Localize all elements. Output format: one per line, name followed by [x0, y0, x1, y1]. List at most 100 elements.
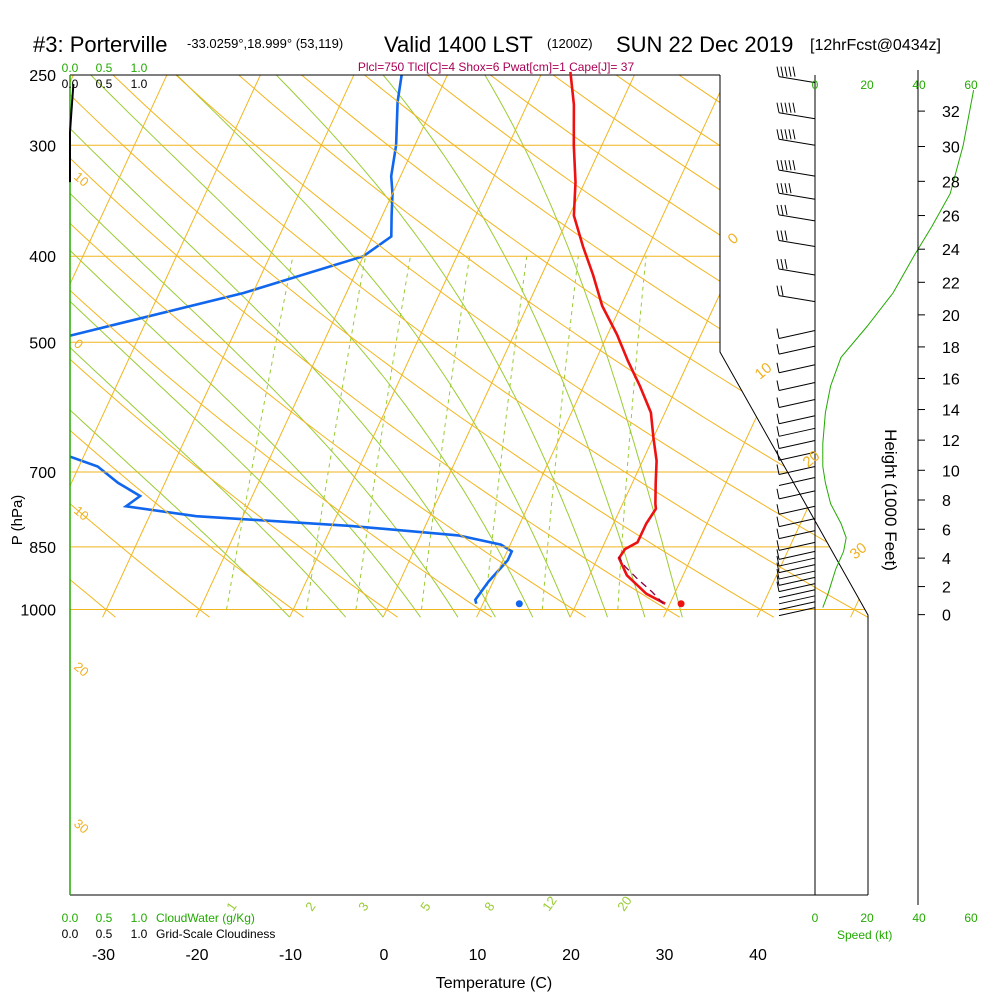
parcel-line — [618, 556, 664, 605]
wind-barb-flag — [776, 438, 780, 449]
wind-barb — [776, 488, 816, 500]
wind-barb-flag — [776, 562, 780, 573]
speed-tick-bottom: 60 — [964, 911, 978, 925]
wind-barb-flag — [776, 344, 780, 355]
wind-barb-staff — [778, 564, 816, 574]
wind-barb-flag — [784, 258, 788, 270]
mixing-ratio-label: 5 — [417, 899, 433, 914]
wind-barb — [776, 540, 816, 551]
temperature-surface-point — [677, 600, 685, 608]
wind-barb-flag — [780, 230, 784, 241]
cloudwater-tick-top: 0.5 — [96, 61, 113, 75]
wind-barb-flag — [776, 549, 780, 560]
moist-adiabat-line — [70, 249, 421, 618]
height-tick-label: 4 — [942, 551, 951, 568]
dry-adiabat-line — [469, 75, 868, 618]
wind-barb-flag — [784, 160, 788, 171]
wind-barb-flag — [784, 66, 788, 77]
wind-barb-staff — [778, 465, 816, 475]
wind-barb-staff — [778, 576, 816, 586]
height-tick-label: 32 — [942, 104, 960, 121]
isotherm-line — [195, 75, 456, 618]
moist-adiabat-line — [70, 409, 290, 618]
wind-barb-flag — [788, 66, 792, 77]
wind-barb-flag — [776, 504, 780, 515]
x-tick-label: -30 — [92, 947, 115, 964]
cloudiness-line — [69, 84, 75, 183]
wind-barb-flag — [784, 129, 788, 140]
wind-barb-staff — [778, 76, 816, 84]
dry-adiabat-line — [70, 75, 492, 618]
mixing-ratio-line — [421, 256, 471, 610]
wind-barb-flag — [776, 540, 780, 551]
dry-adiabat-line — [531, 75, 868, 618]
cloudwater-title: CloudWater (g/Kg) — [156, 911, 255, 925]
isotherm-label: 20 — [800, 447, 824, 471]
wind-barb-staff — [778, 214, 816, 222]
isotherm-line — [289, 75, 549, 618]
wind-barb-flag — [776, 328, 780, 339]
wind-barb-flag — [780, 66, 784, 77]
mixing-ratio-label: 12 — [539, 893, 560, 913]
y-tick-label: 500 — [29, 335, 56, 352]
wind-barb-flag — [776, 362, 780, 373]
speed-axis-title: Speed (kt) — [837, 928, 892, 942]
wind-barb-staff — [778, 589, 816, 599]
wind-barb-flag — [792, 129, 796, 140]
wind-barb-staff — [778, 427, 816, 437]
cloudwater-tick-top: 0.0 — [62, 61, 79, 75]
wind-barb-flag — [780, 204, 784, 216]
x-tick-label: 30 — [656, 947, 674, 964]
wind-barb-flag — [776, 555, 780, 567]
wind-barb — [778, 589, 816, 599]
dry-adiabat-label: 30 — [71, 816, 92, 837]
wind-barb — [776, 562, 816, 574]
wind-barb-flag — [788, 129, 792, 140]
y-tick-label: 250 — [29, 68, 56, 85]
wind-barb-flag — [784, 183, 788, 194]
dry-adiabat-line — [70, 75, 210, 618]
wind-barb-flag — [776, 129, 780, 140]
wind-barb-flag — [776, 160, 780, 171]
wind-barb — [776, 129, 816, 146]
isotherm-line — [382, 75, 643, 618]
wind-barb-flag — [776, 183, 780, 194]
moist-adiabat-line — [382, 75, 646, 618]
wind-barb — [776, 66, 816, 84]
dry-adiabat-line — [96, 75, 868, 618]
wind-barb-flag — [784, 102, 788, 113]
header-valid: Valid 1400 LST — [384, 32, 533, 57]
isotherm-line — [70, 75, 269, 618]
dry-adiabat-line — [344, 75, 868, 618]
height-tick-label: 14 — [942, 403, 960, 420]
wind-barb — [776, 328, 816, 340]
wind-barb — [776, 397, 816, 408]
wind-barb — [776, 549, 816, 560]
x-tick-label: 10 — [469, 947, 487, 964]
wind-barb-flag — [776, 426, 780, 437]
dry-adiabat-line — [70, 75, 304, 618]
wind-barb-staff — [778, 550, 816, 560]
moist-adiabat-line — [275, 75, 608, 618]
wind-barb — [776, 413, 816, 425]
wind-barb-staff — [778, 345, 816, 355]
wind-barb — [776, 160, 816, 177]
wind-barbs — [776, 66, 816, 617]
wind-barb-flag — [780, 285, 784, 296]
mixing-ratio-line — [541, 256, 579, 610]
mixing-ratio-label: 8 — [481, 899, 497, 914]
dry-adiabat-label: 10 — [71, 169, 92, 190]
wind-barb-flag — [780, 102, 784, 113]
wind-barb — [776, 285, 816, 303]
height-tick-label: 2 — [942, 580, 951, 597]
isotherm-line — [70, 75, 175, 618]
dry-adiabat-line — [220, 75, 868, 618]
wind-barb-staff — [778, 295, 816, 303]
height-tick-label: 12 — [942, 433, 960, 450]
dewpoint-line — [70, 75, 514, 605]
wind-barb — [776, 230, 816, 247]
cloudwater-tick-bottom: 1.0 — [131, 911, 148, 925]
y-axis-title: P (hPa) — [9, 495, 26, 546]
speed-tick-top: 20 — [860, 78, 874, 92]
